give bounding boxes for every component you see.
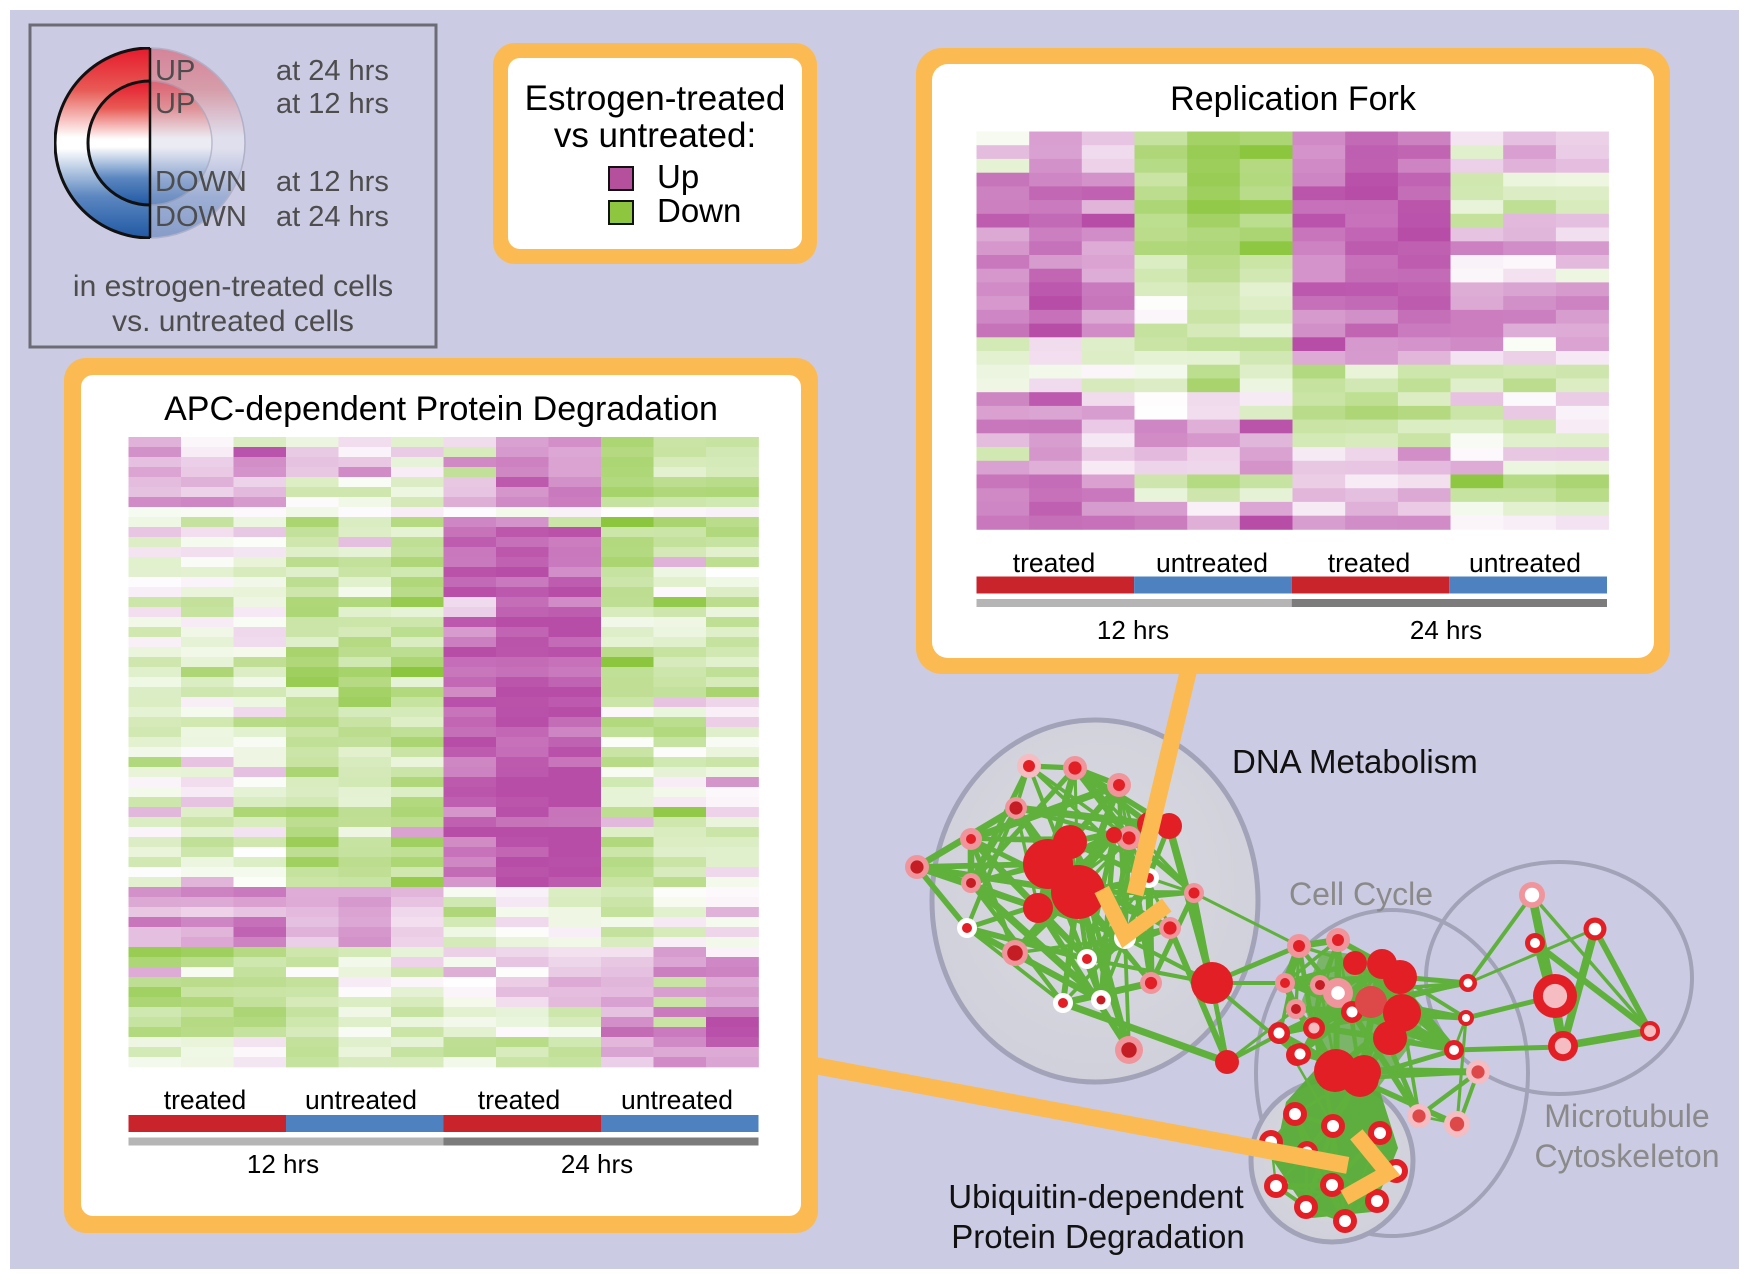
svg-text:DNA Metabolism: DNA Metabolism xyxy=(1232,743,1478,780)
svg-text:vs untreated:: vs untreated: xyxy=(554,116,756,155)
svg-text:DOWN: DOWN xyxy=(155,201,247,233)
svg-text:Replication Fork: Replication Fork xyxy=(1170,80,1417,118)
svg-text:Microtubule: Microtubule xyxy=(1544,1098,1709,1134)
svg-text:Cell Cycle: Cell Cycle xyxy=(1289,876,1433,912)
svg-text:24 hrs: 24 hrs xyxy=(561,1149,633,1179)
svg-text:Protein Degradation: Protein Degradation xyxy=(951,1218,1245,1255)
svg-text:untreated: untreated xyxy=(621,1085,733,1115)
svg-text:Cytoskeleton: Cytoskeleton xyxy=(1535,1138,1720,1174)
svg-text:at 24 hrs: at 24 hrs xyxy=(276,201,389,233)
svg-text:Estrogen-treated: Estrogen-treated xyxy=(525,79,786,118)
svg-text:treated: treated xyxy=(164,1085,247,1115)
svg-text:Down: Down xyxy=(657,192,741,229)
svg-text:treated: treated xyxy=(1328,548,1411,578)
svg-text:at 12 hrs: at 12 hrs xyxy=(276,88,389,120)
svg-text:vs. untreated cells: vs. untreated cells xyxy=(112,305,354,338)
svg-text:untreated: untreated xyxy=(1469,548,1581,578)
svg-text:untreated: untreated xyxy=(305,1085,417,1115)
svg-text:UP: UP xyxy=(155,55,195,87)
svg-text:at 24 hrs: at 24 hrs xyxy=(276,55,389,87)
svg-text:APC-dependent Protein Degradat: APC-dependent Protein Degradation xyxy=(164,390,718,428)
svg-text:24 hrs: 24 hrs xyxy=(1410,615,1482,645)
svg-text:12 hrs: 12 hrs xyxy=(247,1149,319,1179)
svg-text:DOWN: DOWN xyxy=(155,166,247,198)
svg-text:at 12 hrs: at 12 hrs xyxy=(276,166,389,198)
svg-text:in estrogen-treated cells: in estrogen-treated cells xyxy=(73,270,393,303)
svg-text:12 hrs: 12 hrs xyxy=(1097,615,1169,645)
svg-text:UP: UP xyxy=(155,88,195,120)
svg-text:Up: Up xyxy=(657,158,699,195)
svg-text:treated: treated xyxy=(1013,548,1096,578)
svg-text:Ubiquitin-dependent: Ubiquitin-dependent xyxy=(948,1178,1243,1215)
svg-text:untreated: untreated xyxy=(1156,548,1268,578)
svg-text:treated: treated xyxy=(478,1085,561,1115)
